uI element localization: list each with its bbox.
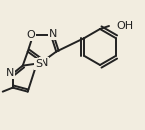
Text: N: N [49,29,57,39]
Text: O: O [27,30,36,40]
Text: N: N [40,58,48,68]
Text: OH: OH [116,21,133,31]
Text: S: S [35,59,42,69]
Text: N: N [6,68,14,78]
